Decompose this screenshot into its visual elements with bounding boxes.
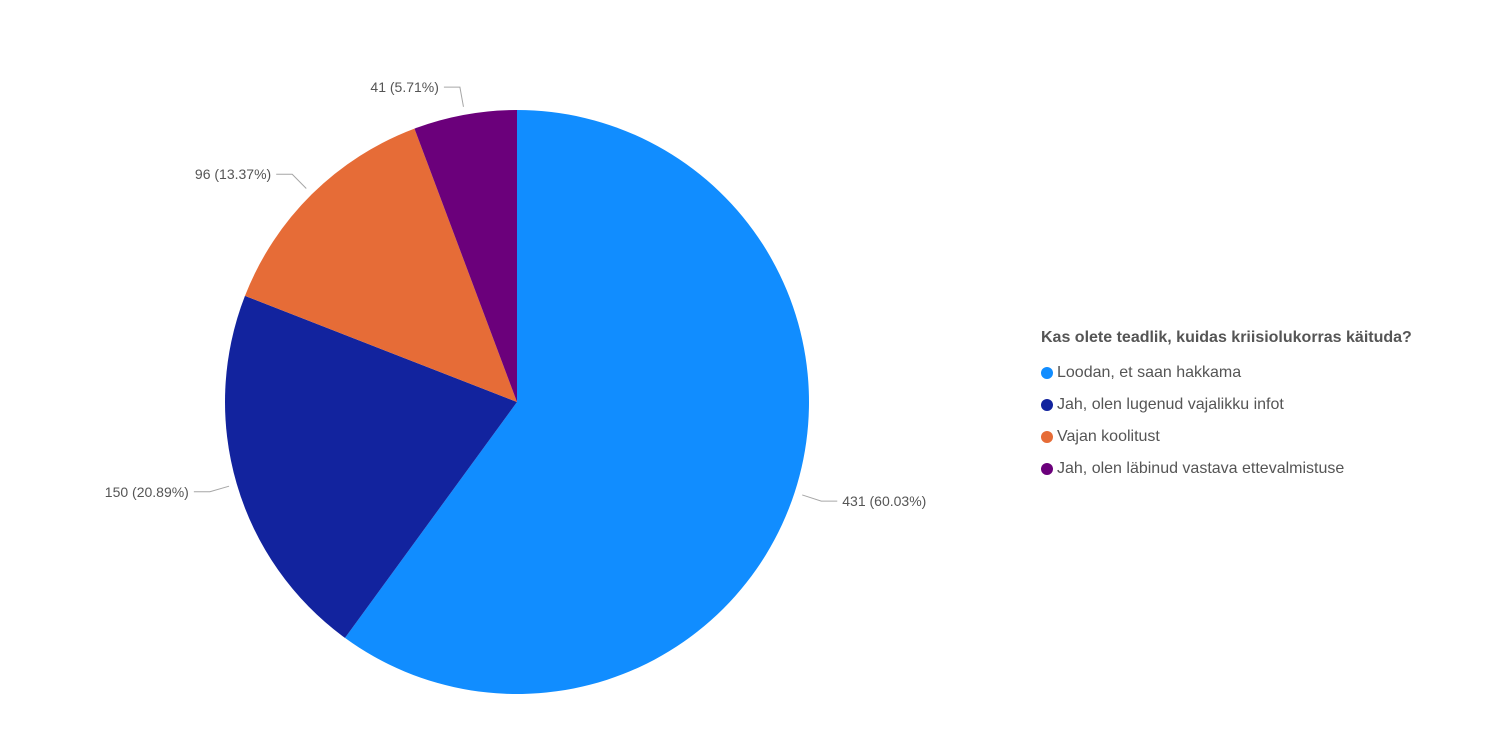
legend-dot-icon <box>1041 463 1053 475</box>
leader-line-1 <box>193 485 230 493</box>
legend-item-label: Vajan koolitust <box>1057 428 1160 445</box>
leader-line-2 <box>276 173 307 189</box>
legend-item-loodan[interactable]: Loodan, et saan hakkama <box>1041 357 1481 389</box>
legend: Kas olete teadlik, kuidas kriisiolukorra… <box>1041 329 1481 485</box>
leader-line-0 <box>802 494 838 502</box>
legend-title: Kas olete teadlik, kuidas kriisiolukorra… <box>1041 329 1412 346</box>
legend-dot-icon <box>1041 367 1053 379</box>
legend-item-label: Jah, olen lugenud vajalikku infot <box>1057 396 1284 413</box>
data-label-0: 431 (60.03%) <box>842 493 926 509</box>
legend-item-label: Loodan, et saan hakkama <box>1057 364 1242 381</box>
legend-dot-icon <box>1041 431 1053 443</box>
pie-slice-1[interactable] <box>224 295 517 638</box>
legend-item-jah-labinud[interactable]: Jah, olen läbinud vastava ettevalmistuse <box>1041 453 1481 485</box>
data-label-2: 96 (13.37%) <box>195 166 271 182</box>
legend-item-label: Jah, olen läbinud vastava ettevalmistuse <box>1057 460 1345 477</box>
data-label-3: 41 (5.71%) <box>370 79 438 95</box>
pie-slice-0[interactable] <box>344 110 809 694</box>
legend-item-jah-lugenud[interactable]: Jah, olen lugenud vajalikku infot <box>1041 389 1481 421</box>
pie-slice-2[interactable] <box>244 128 517 402</box>
legend-item-vajan-koolitust[interactable]: Vajan koolitust <box>1041 421 1481 453</box>
pie-slice-3[interactable] <box>414 110 517 402</box>
leader-line-3 <box>443 86 464 107</box>
legend-dot-icon <box>1041 399 1053 411</box>
data-label-1: 150 (20.89%) <box>105 484 189 500</box>
